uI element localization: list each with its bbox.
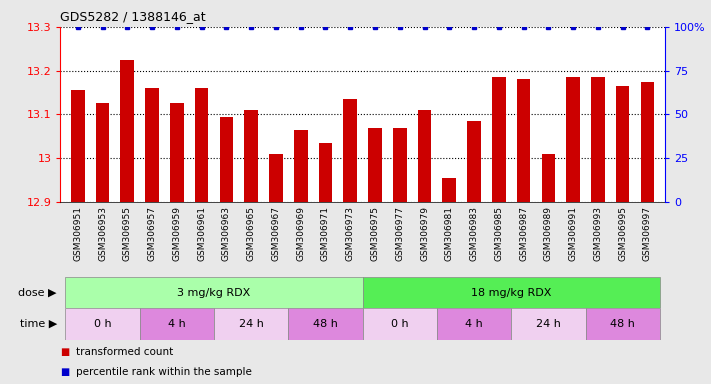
Text: GSM306965: GSM306965 xyxy=(247,206,256,261)
Text: 24 h: 24 h xyxy=(239,319,264,329)
Bar xyxy=(586,308,660,340)
Bar xyxy=(288,308,363,340)
Text: 3 mg/kg RDX: 3 mg/kg RDX xyxy=(177,288,250,298)
Text: GSM306995: GSM306995 xyxy=(618,206,627,261)
Text: GSM306989: GSM306989 xyxy=(544,206,553,261)
Bar xyxy=(567,77,580,202)
Bar xyxy=(195,88,208,202)
Bar xyxy=(245,110,258,202)
Text: GSM306977: GSM306977 xyxy=(395,206,405,261)
Bar xyxy=(517,79,530,202)
Bar xyxy=(294,130,307,202)
Bar xyxy=(120,60,134,202)
Bar xyxy=(368,127,382,202)
Text: GSM306987: GSM306987 xyxy=(519,206,528,261)
Text: GSM306967: GSM306967 xyxy=(272,206,280,261)
Bar xyxy=(511,308,586,340)
Bar xyxy=(139,308,214,340)
Bar xyxy=(269,154,283,202)
Bar xyxy=(591,77,605,202)
Bar xyxy=(319,143,332,202)
Bar xyxy=(393,127,407,202)
Text: GSM306961: GSM306961 xyxy=(197,206,206,261)
Bar xyxy=(442,178,456,202)
Bar xyxy=(492,77,506,202)
Text: transformed count: transformed count xyxy=(76,347,173,357)
Text: GSM306983: GSM306983 xyxy=(469,206,479,261)
Text: GSM306959: GSM306959 xyxy=(172,206,181,261)
Text: GSM306973: GSM306973 xyxy=(346,206,355,261)
Text: percentile rank within the sample: percentile rank within the sample xyxy=(76,367,252,377)
Text: GSM306957: GSM306957 xyxy=(148,206,156,261)
Text: GSM306991: GSM306991 xyxy=(569,206,577,261)
Text: GSM306955: GSM306955 xyxy=(123,206,132,261)
Text: GSM306997: GSM306997 xyxy=(643,206,652,261)
Bar xyxy=(641,82,654,202)
Text: 4 h: 4 h xyxy=(465,319,483,329)
Text: GSM306975: GSM306975 xyxy=(370,206,380,261)
Text: 0 h: 0 h xyxy=(391,319,409,329)
Text: GSM306981: GSM306981 xyxy=(445,206,454,261)
Text: GSM306963: GSM306963 xyxy=(222,206,231,261)
Text: dose ▶: dose ▶ xyxy=(18,288,57,298)
Bar xyxy=(71,90,85,202)
Bar xyxy=(220,117,233,202)
Text: GSM306969: GSM306969 xyxy=(296,206,305,261)
Text: GSM306951: GSM306951 xyxy=(73,206,82,261)
Text: GDS5282 / 1388146_at: GDS5282 / 1388146_at xyxy=(60,10,206,23)
Bar xyxy=(96,104,109,202)
Text: GSM306953: GSM306953 xyxy=(98,206,107,261)
Text: ■: ■ xyxy=(60,347,70,357)
Text: 24 h: 24 h xyxy=(536,319,561,329)
Bar xyxy=(145,88,159,202)
Text: GSM306985: GSM306985 xyxy=(494,206,503,261)
Text: ■: ■ xyxy=(60,367,70,377)
Bar xyxy=(65,308,139,340)
Bar xyxy=(363,308,437,340)
Text: GSM306993: GSM306993 xyxy=(594,206,602,261)
Text: 48 h: 48 h xyxy=(610,319,635,329)
Text: 4 h: 4 h xyxy=(168,319,186,329)
Text: 0 h: 0 h xyxy=(94,319,112,329)
Text: 48 h: 48 h xyxy=(313,319,338,329)
Text: 18 mg/kg RDX: 18 mg/kg RDX xyxy=(471,288,552,298)
Bar xyxy=(616,86,629,202)
Text: GSM306979: GSM306979 xyxy=(420,206,429,261)
Bar xyxy=(170,104,183,202)
Bar xyxy=(437,308,511,340)
Text: time ▶: time ▶ xyxy=(20,319,57,329)
Bar xyxy=(363,277,660,308)
Bar xyxy=(214,308,288,340)
Bar xyxy=(343,99,357,202)
Bar xyxy=(65,277,363,308)
Bar xyxy=(542,154,555,202)
Bar xyxy=(467,121,481,202)
Text: GSM306971: GSM306971 xyxy=(321,206,330,261)
Bar xyxy=(418,110,432,202)
